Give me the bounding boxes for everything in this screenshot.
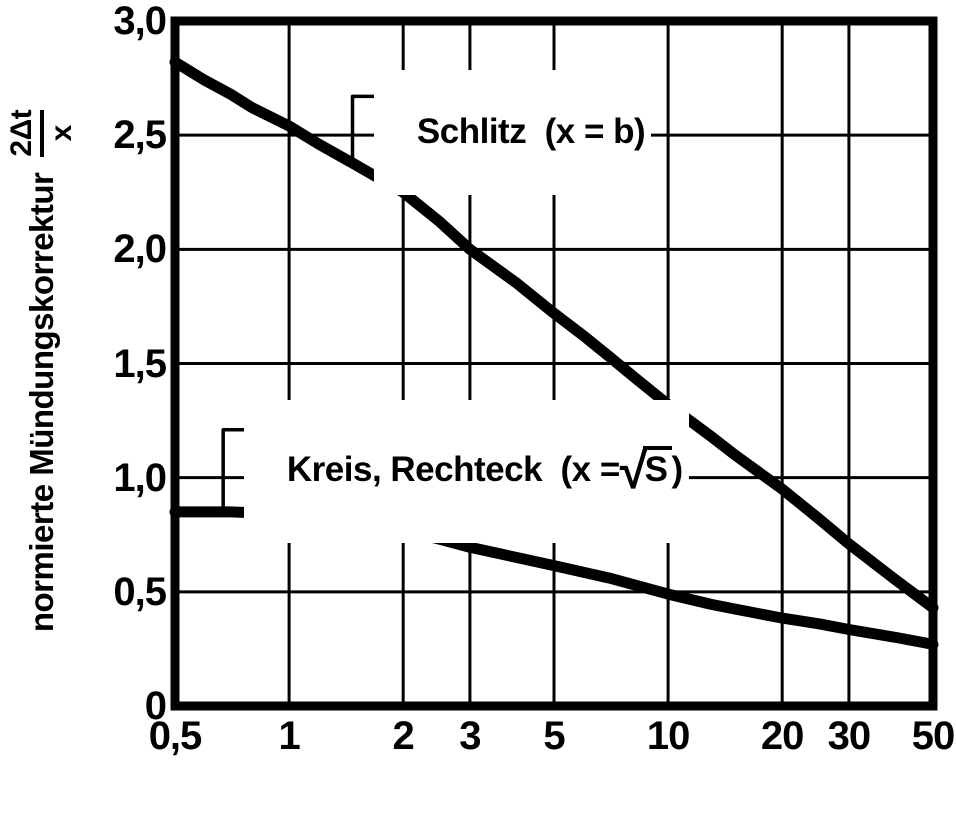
series-label-schlitz-text: Schlitz (x = b) xyxy=(416,112,646,152)
x-tick-label: 50 xyxy=(911,714,956,758)
x-tick-label: 10 xyxy=(646,714,691,758)
y-tick-label: 0,5 xyxy=(113,569,167,614)
x-tick-label: 1 xyxy=(278,714,300,758)
x-tick-label: 0,5 xyxy=(148,714,203,758)
x-tick-label: 20 xyxy=(760,714,805,758)
unit-label: [%] xyxy=(776,815,834,818)
x-axis-title-text: Lochflächenverhältnis xyxy=(315,815,708,818)
plot-frame xyxy=(170,16,938,711)
leader-line xyxy=(221,427,247,514)
y-tick-label: 0 xyxy=(144,684,167,728)
x-tick-label: 2 xyxy=(392,714,415,758)
series-label-kreis-suffix: ) xyxy=(671,450,684,490)
x-axis-title: Lochflächenverhältnis ε [%] xyxy=(175,772,933,818)
x-tick-label: 3 xyxy=(459,714,481,758)
series-label-kreis: Kreis, Rechteck (x =√S) xyxy=(244,400,689,543)
x-tick-label: 5 xyxy=(543,714,565,758)
leader-line xyxy=(350,94,377,165)
data-curve xyxy=(169,56,939,614)
y-tick-label: 2,5 xyxy=(113,113,167,158)
series-label-kreis-text: Kreis, Rechteck (x = xyxy=(286,450,620,490)
fraction-bar xyxy=(40,109,44,157)
epsilon-symbol: ε xyxy=(728,815,746,818)
sqrt-radical: √ xyxy=(619,442,648,500)
y-tick-label: 3,0 xyxy=(113,0,167,43)
sqrt-radicand: S xyxy=(642,446,672,490)
series-label-schlitz: Schlitz (x = b) xyxy=(374,70,652,195)
y-tick-label: 1,0 xyxy=(113,455,167,500)
fraction-numerator: 2Δt xyxy=(5,109,38,157)
y-tick-label: 2,0 xyxy=(113,227,167,272)
x-tick-label: 30 xyxy=(827,714,872,758)
y-tick-label: 1,5 xyxy=(113,341,167,386)
